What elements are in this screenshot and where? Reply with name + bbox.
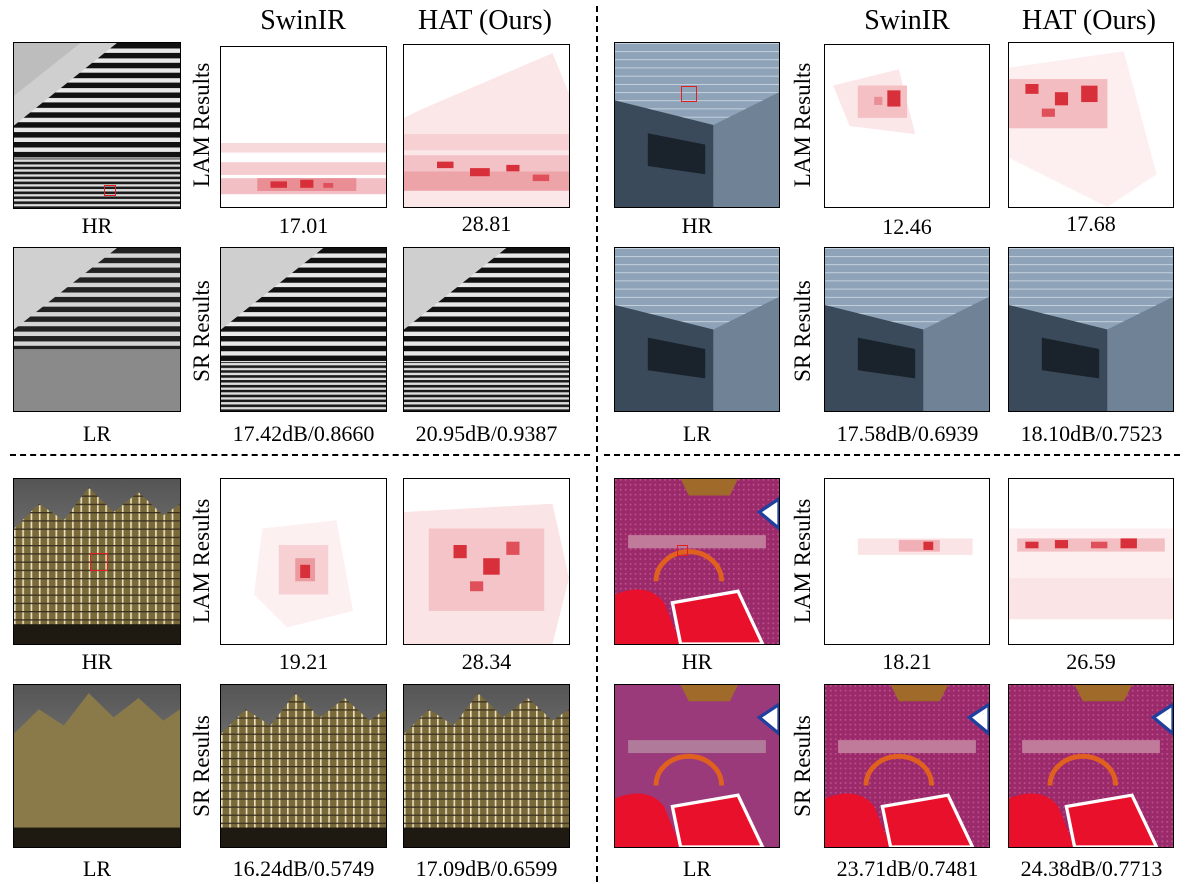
lam-heatmap-swinir <box>220 46 387 208</box>
lr-image-building <box>614 247 780 412</box>
roi-box <box>677 545 688 556</box>
lam-score-hat: 26.59 <box>1066 649 1116 674</box>
lam-score-hat: 28.81 <box>461 211 512 236</box>
col-header-swinir: SwinIR <box>864 5 950 36</box>
roi-box <box>90 553 108 571</box>
lam-heatmap-hat <box>1008 478 1174 645</box>
row-label-lam: LAM Results <box>790 62 815 188</box>
lr-image-manga <box>614 684 780 848</box>
row-label-sr: SR Results <box>790 280 815 382</box>
lam-score-hat: 28.34 <box>461 649 512 674</box>
sr-image-hat <box>1008 684 1174 848</box>
sr-image-swinir <box>220 684 387 848</box>
row-label-lam: LAM Results <box>790 498 815 624</box>
lam-score-swinir: 12.46 <box>882 214 932 239</box>
sr-image-swinir <box>824 247 990 412</box>
lam-heatmap-swinir <box>220 478 387 645</box>
sr-metric-hat: 18.10dB/0.7523 <box>1020 421 1163 446</box>
hr-image-stairs <box>13 42 181 209</box>
lam-heatmap-swinir <box>824 478 990 645</box>
sr-metric-swinir: 17.42dB/0.8660 <box>232 421 375 446</box>
hr-image-skyscraper <box>13 478 181 645</box>
row-label-lam: LAM Results <box>189 498 214 624</box>
row-label-sr: SR Results <box>189 280 214 382</box>
roi-box <box>681 86 697 102</box>
hr-label: HR <box>81 649 113 674</box>
sr-metric-hat: 20.95dB/0.9387 <box>415 421 558 446</box>
lam-score-swinir: 19.21 <box>278 649 329 674</box>
sr-image-swinir <box>220 247 387 412</box>
lr-image-skyscraper <box>13 684 181 848</box>
hr-label: HR <box>681 213 713 238</box>
lam-score-hat: 17.68 <box>1066 211 1116 236</box>
col-header-swinir: SwinIR <box>260 5 346 36</box>
sr-image-hat <box>1008 247 1174 412</box>
row-label-sr: SR Results <box>790 715 815 817</box>
horizontal-divider-left <box>10 454 590 456</box>
sr-image-hat <box>403 247 570 412</box>
hr-image-manga <box>614 478 780 645</box>
row-label-sr: SR Results <box>189 715 214 817</box>
lr-image-stairs <box>13 247 181 412</box>
sr-image-swinir <box>824 684 990 848</box>
sr-metric-swinir: 17.58dB/0.6939 <box>836 421 979 446</box>
lam-heatmap-hat <box>1008 42 1174 208</box>
lam-score-swinir: 18.21 <box>882 649 932 674</box>
lr-label: LR <box>682 856 712 881</box>
horizontal-divider-right <box>604 454 1180 456</box>
row-label-lam: LAM Results <box>189 62 214 188</box>
lam-heatmap-hat <box>403 44 570 208</box>
col-header-hat: HAT (Ours) <box>1021 5 1157 36</box>
sr-metric-hat: 24.38dB/0.7713 <box>1020 856 1163 881</box>
hr-label: HR <box>81 213 113 238</box>
sr-metric-hat: 17.09dB/0.6599 <box>415 856 558 881</box>
vertical-divider <box>596 6 598 882</box>
roi-box <box>104 185 116 196</box>
lam-heatmap-swinir <box>824 44 990 208</box>
hr-label: HR <box>681 649 713 674</box>
lr-label: LR <box>82 856 112 881</box>
hr-image-building <box>614 42 780 208</box>
lr-label: LR <box>682 421 712 446</box>
lr-label: LR <box>82 421 112 446</box>
lam-heatmap-hat <box>403 478 570 645</box>
lam-score-swinir: 17.01 <box>278 213 329 238</box>
sr-metric-swinir: 16.24dB/0.5749 <box>232 856 375 881</box>
col-header-hat: HAT (Ours) <box>417 5 553 36</box>
sr-metric-swinir: 23.71dB/0.7481 <box>836 856 979 881</box>
sr-image-hat <box>403 684 570 848</box>
